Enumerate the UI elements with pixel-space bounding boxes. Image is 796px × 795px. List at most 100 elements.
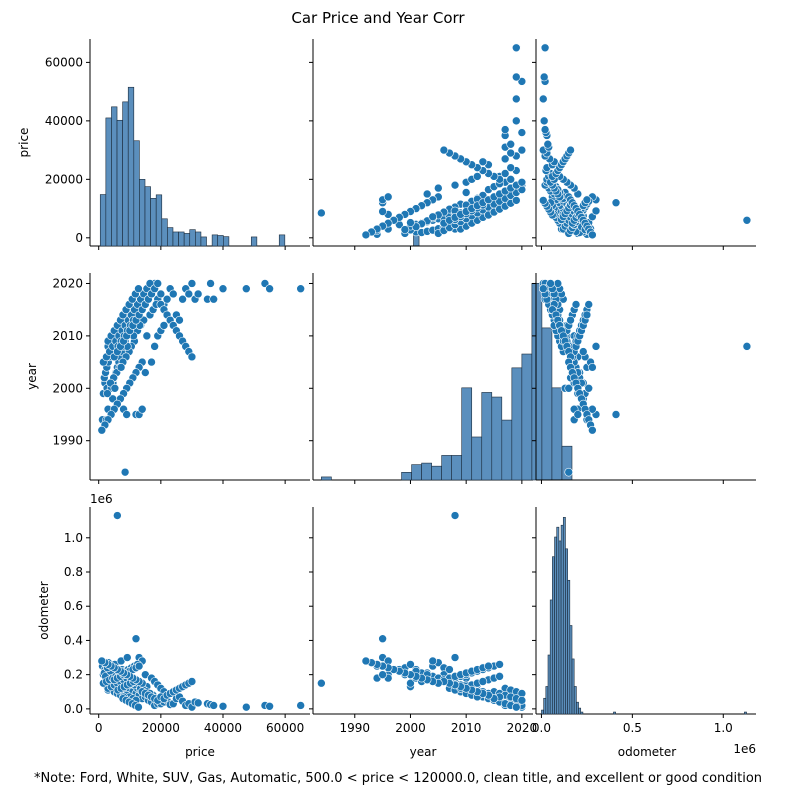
hist-bar-odometer bbox=[565, 548, 568, 715]
scatter-point bbox=[153, 279, 163, 288]
y-tick-label: 0.0 bbox=[64, 702, 83, 716]
hist-bar-odometer bbox=[541, 709, 544, 715]
scatter-point bbox=[439, 145, 449, 155]
scatter-point bbox=[265, 284, 274, 294]
scatter-point bbox=[406, 660, 415, 669]
scatter-point bbox=[742, 215, 752, 225]
hist-bar-price bbox=[99, 194, 107, 247]
hist-bar-price bbox=[178, 231, 185, 247]
scatter-point bbox=[538, 196, 548, 205]
y-tick-label: 20000 bbox=[45, 172, 83, 186]
scatter-point bbox=[517, 128, 527, 137]
hist-bar-odometer bbox=[558, 540, 562, 715]
hist-bar-price bbox=[116, 119, 123, 247]
hist-bar-odometer bbox=[554, 536, 558, 715]
x-offset-label: 1e6 bbox=[733, 742, 756, 756]
scatter-point bbox=[564, 383, 574, 393]
scatter-point bbox=[296, 701, 305, 710]
scatter-point bbox=[495, 672, 504, 681]
hist-bar-price bbox=[139, 179, 146, 247]
hist-bar-odometer bbox=[547, 654, 551, 715]
scatter-point bbox=[428, 656, 438, 666]
hist-bar-odometer bbox=[571, 658, 575, 715]
scatter-point bbox=[611, 198, 621, 208]
y-tick-label: 2020 bbox=[52, 276, 83, 290]
scatter-point bbox=[241, 284, 251, 294]
scatter-point bbox=[206, 279, 215, 288]
scatter-point bbox=[378, 670, 387, 679]
hist-bar-year bbox=[511, 367, 523, 481]
hist-bar-year bbox=[551, 387, 563, 481]
scatter-point bbox=[218, 284, 228, 294]
x-tick-label: 1990 bbox=[339, 721, 370, 735]
scatter-point bbox=[506, 175, 516, 184]
scatter-point bbox=[571, 300, 581, 309]
scatter-point bbox=[193, 698, 203, 708]
scatter-point bbox=[361, 656, 371, 666]
hist-bar-odometer bbox=[543, 697, 547, 715]
scatter-point bbox=[591, 342, 601, 351]
y-offset-label: 1e6 bbox=[90, 492, 113, 506]
scatter-point bbox=[500, 169, 510, 178]
scatter-point bbox=[584, 383, 594, 393]
hist-bar-price bbox=[127, 86, 135, 247]
hist-bar-price bbox=[413, 234, 420, 247]
scatter-point bbox=[156, 289, 166, 299]
scatter-point bbox=[540, 43, 550, 53]
scatter-point bbox=[582, 195, 592, 205]
hist-bar-price bbox=[111, 106, 118, 247]
scatter-point bbox=[511, 116, 521, 126]
scatter-point bbox=[406, 678, 415, 688]
hist-bar-price bbox=[195, 231, 202, 247]
y-axis-label-year: year bbox=[25, 363, 39, 390]
scatter-point bbox=[134, 702, 143, 712]
x-axis-label-year: year bbox=[410, 745, 437, 759]
scatter-point bbox=[573, 410, 583, 419]
scatter-point bbox=[566, 145, 575, 155]
scatter-point bbox=[110, 383, 120, 393]
scatter-point bbox=[540, 125, 550, 134]
scatter-point bbox=[742, 342, 752, 351]
scatter-point bbox=[209, 294, 218, 304]
x-axis-label-odometer: odometer bbox=[618, 745, 676, 759]
scatter-point bbox=[543, 139, 553, 149]
scatter-point bbox=[450, 653, 460, 662]
scatter-point bbox=[611, 410, 621, 419]
scatter-point bbox=[582, 310, 592, 320]
scatter-point bbox=[209, 701, 218, 710]
scatter-point bbox=[122, 410, 131, 419]
hist-bar-odometer bbox=[573, 686, 577, 715]
hist-bar-year bbox=[321, 476, 332, 481]
hist-bar-price bbox=[217, 235, 224, 247]
hist-bar-odometer bbox=[549, 599, 553, 715]
hist-bar-odometer bbox=[560, 524, 564, 715]
y-tick-label: 2000 bbox=[52, 381, 83, 395]
scatter-point bbox=[103, 389, 112, 398]
scatter-point bbox=[517, 177, 527, 187]
scatter-point bbox=[97, 425, 107, 435]
hist-bar-odometer bbox=[578, 707, 582, 715]
hist-bar-year bbox=[521, 353, 533, 481]
scatter-point bbox=[150, 342, 159, 351]
hist-bar-price bbox=[189, 229, 196, 247]
hist-bar-odometer bbox=[562, 517, 566, 715]
x-tick-label: 2010 bbox=[451, 721, 482, 735]
hist-bar-odometer bbox=[567, 579, 571, 715]
scatter-point bbox=[445, 665, 454, 674]
scatter-point bbox=[539, 72, 549, 82]
scatter-point bbox=[159, 321, 169, 330]
scatter-point bbox=[184, 289, 194, 299]
scatter-point bbox=[422, 189, 432, 199]
y-tick-label: 0 bbox=[75, 231, 83, 245]
y-tick-label: 40000 bbox=[45, 114, 83, 128]
scatter-point bbox=[511, 43, 521, 53]
y-tick-label: 1990 bbox=[52, 434, 83, 448]
y-tick-label: 0.2 bbox=[64, 668, 83, 682]
panel-odometer-vs-price: 0 20000 40000 60000 0.0 0.2 0.4 0.6 0.8 1.0 bbox=[64, 507, 310, 735]
scatter-point bbox=[178, 294, 187, 304]
scatter-point bbox=[317, 208, 326, 218]
hist-bar-price bbox=[200, 236, 207, 247]
hist-bar-year bbox=[401, 472, 412, 481]
scatter-point bbox=[538, 94, 548, 104]
scatter-point bbox=[434, 183, 443, 193]
